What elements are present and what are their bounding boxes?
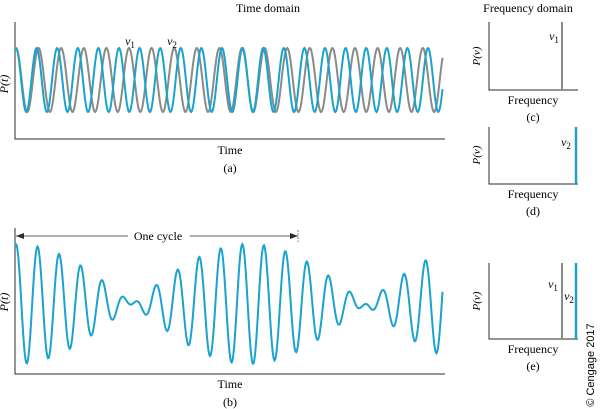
panel-d-xlabel: Frequency <box>508 187 559 201</box>
panel-e: ν1 ν2 P(ν) Frequency (e) <box>471 263 578 373</box>
cycle-arrowhead-right <box>290 233 298 239</box>
wave-nu2 <box>14 46 444 114</box>
panel-d-caption: (d) <box>526 204 540 218</box>
panel-b-caption: (b) <box>223 395 237 409</box>
panel-d-axes <box>488 127 578 185</box>
panel-e-caption: (e) <box>526 359 539 373</box>
panel-a: P(t) Time (a) ν1 ν2 <box>0 22 445 175</box>
panel-a-ylabel: P(t) <box>0 75 11 95</box>
panel-e-xlabel: Frequency <box>508 342 559 356</box>
panel-d-ylabel: P(ν) <box>471 145 483 165</box>
frequency-domain-title: Frequency domain <box>483 1 573 15</box>
panel-e-ylabel: P(ν) <box>471 291 483 311</box>
panel-e-line-label-2: ν2 <box>564 289 574 305</box>
panel-b-axes <box>14 228 445 375</box>
panel-c-caption: (c) <box>526 110 539 124</box>
panel-a-xlabel: Time <box>218 143 243 157</box>
panel-c: ν1 P(ν) Frequency (c) <box>471 22 578 124</box>
panel-c-axes <box>488 22 578 91</box>
panel-c-xlabel: Frequency <box>508 93 559 107</box>
beat-wave <box>14 242 444 365</box>
cycle-arrowhead-left <box>16 233 24 239</box>
panel-e-axes <box>488 263 578 340</box>
copyright-notice: © Cengage 2017 <box>585 323 597 406</box>
time-domain-title: Time domain <box>236 1 300 15</box>
one-cycle-label: One cycle <box>134 229 182 243</box>
panel-a-axes <box>14 22 445 140</box>
panel-c-ylabel: P(ν) <box>471 46 483 66</box>
panel-a-caption: (a) <box>223 161 236 175</box>
panel-d: ν2 P(ν) Frequency (d) <box>471 127 578 218</box>
panel-b-xlabel: Time <box>218 377 243 391</box>
panel-d-line-label: ν2 <box>561 135 571 151</box>
panel-e-line-label-1: ν1 <box>548 277 558 293</box>
label-nu1: ν1 <box>125 34 135 50</box>
panel-b-ylabel: P(t) <box>0 293 11 313</box>
label-nu2: ν2 <box>167 34 177 50</box>
panel-b: One cycle P(t) Time (b) <box>0 228 445 409</box>
panel-c-line-label: ν1 <box>549 29 559 45</box>
